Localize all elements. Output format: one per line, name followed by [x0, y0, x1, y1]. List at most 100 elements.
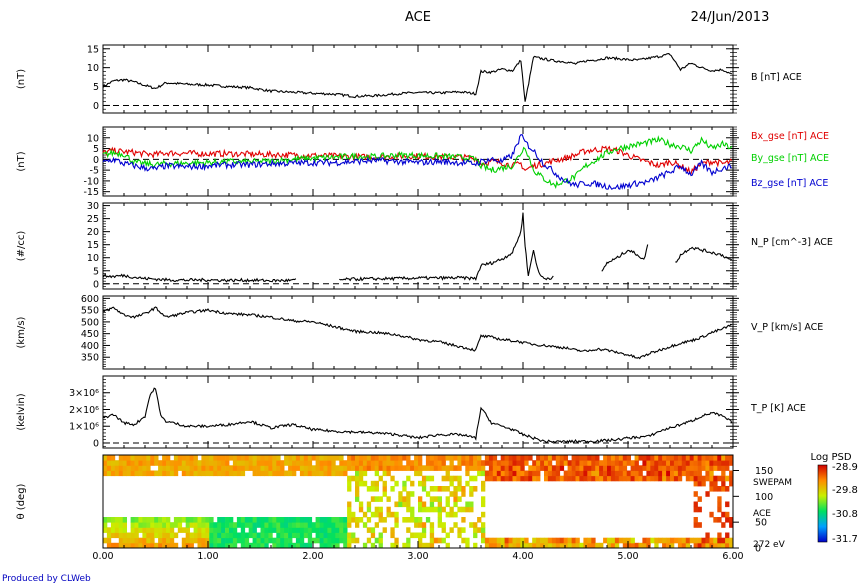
heatmap-cell — [689, 470, 694, 477]
heatmap-cell — [429, 496, 435, 502]
heatmap-cell — [610, 542, 616, 548]
heatmap-cell — [276, 542, 281, 548]
heatmap-cell — [500, 465, 505, 471]
heatmap-cell — [256, 537, 261, 544]
heatmap-cell — [331, 527, 336, 533]
heatmap-cell — [508, 455, 513, 461]
heatmap-cell — [335, 537, 340, 544]
heatmap-cell — [248, 465, 253, 471]
heatmap-cell — [666, 470, 671, 477]
heatmap-cell — [150, 455, 155, 461]
heatmap-cell — [697, 480, 702, 487]
heatmap-cell — [374, 511, 379, 518]
heatmap-cell — [481, 480, 486, 487]
heatmap-cell — [126, 470, 131, 477]
heatmap-cell — [134, 537, 139, 544]
heatmap-cell — [150, 537, 155, 544]
heatmap-cell — [382, 517, 387, 523]
heatmap-cell — [717, 460, 722, 466]
heatmap-cell — [150, 532, 155, 539]
heatmap-cell — [221, 537, 226, 544]
heatmap-cell — [603, 460, 608, 466]
heatmap-cell — [386, 511, 391, 518]
heatmap-cell — [106, 527, 112, 533]
heatmap-cell — [508, 542, 513, 548]
heatmap-cell — [481, 501, 486, 508]
heatmap-cell — [402, 501, 407, 508]
heatmap-cell — [713, 542, 718, 548]
heatmap-cell — [579, 470, 584, 477]
series-label: B [nT] ACE — [751, 72, 802, 83]
heatmap-cell — [496, 465, 502, 471]
heatmap-cell — [162, 522, 167, 528]
panel-1: 0 5 10 15 (nT) B [nT] ACE — [16, 44, 802, 114]
heatmap-cell — [398, 465, 403, 471]
heatmap-cell — [221, 455, 226, 461]
heatmap-cell — [717, 517, 722, 523]
heatmap-cell — [453, 475, 458, 482]
heatmap-cell — [725, 460, 730, 466]
heatmap-cell — [437, 522, 442, 528]
heatmap-cell — [469, 506, 474, 513]
heatmap-cell — [331, 465, 336, 471]
heatmap-cell — [134, 527, 139, 533]
heatmap-cell — [599, 460, 604, 466]
heatmap-cell — [646, 460, 651, 466]
heatmap-cell — [390, 542, 395, 548]
heatmap-cell — [197, 460, 202, 466]
heatmap-side-label: SWEPAM — [753, 478, 792, 488]
heatmap-cell — [374, 537, 379, 544]
heatmap-cell — [268, 465, 273, 471]
heatmap-cell — [134, 517, 139, 523]
heatmap-cell — [402, 486, 407, 492]
heatmap-cell — [142, 522, 147, 528]
heatmap-cell — [453, 511, 458, 518]
heatmap-cell — [303, 532, 309, 539]
heatmap-cell — [162, 537, 167, 544]
heatmap-cell — [217, 522, 222, 528]
heatmap-cell — [390, 532, 395, 539]
heatmap-cell — [173, 455, 179, 461]
heatmap-side-label: ACE — [753, 509, 771, 519]
heatmap-cell — [406, 506, 411, 513]
heatmap-cell — [130, 460, 135, 466]
heatmap-cell — [347, 486, 352, 492]
heatmap-cell — [721, 511, 726, 518]
heatmap-cell — [177, 465, 183, 471]
heatmap-cell — [299, 517, 305, 523]
heatmap-cell — [697, 470, 702, 477]
heatmap-cell — [382, 527, 387, 533]
heatmap-cell — [378, 532, 383, 539]
heatmap-cell — [457, 506, 462, 513]
heatmap-cell — [610, 460, 616, 466]
heatmap-cell — [193, 470, 198, 477]
heatmap-cell — [331, 537, 336, 544]
heatmap-cell — [524, 475, 529, 482]
heatmap-cell — [536, 475, 541, 482]
heatmap-cell — [339, 522, 344, 528]
heatmap-cell — [414, 460, 419, 466]
heatmap-cell — [201, 455, 206, 461]
heatmap-cell — [583, 475, 588, 482]
heatmap-cell — [544, 470, 549, 477]
heatmap-cell — [504, 470, 509, 477]
heatmap-cell — [544, 542, 549, 548]
heatmap-cell — [673, 475, 679, 482]
heatmap-cell — [516, 460, 521, 466]
heatmap-cell — [449, 460, 454, 466]
heatmap-cell — [406, 465, 411, 471]
heatmap-cell — [205, 517, 210, 523]
heatmap-cell — [299, 465, 305, 471]
heatmap-cell — [512, 460, 517, 466]
heatmap-cell — [516, 455, 521, 461]
heatmap-cell — [717, 506, 722, 513]
heatmap-cell — [229, 537, 234, 544]
y-tick-label: 10 — [87, 253, 99, 264]
heatmap-cell — [461, 460, 466, 466]
heatmap-cell — [500, 460, 505, 466]
heatmap-cell — [512, 537, 517, 544]
heatmap-cell — [221, 522, 226, 528]
heatmap-cell — [394, 511, 399, 518]
heatmap-cell — [323, 532, 328, 539]
heatmap-cell — [469, 486, 474, 492]
